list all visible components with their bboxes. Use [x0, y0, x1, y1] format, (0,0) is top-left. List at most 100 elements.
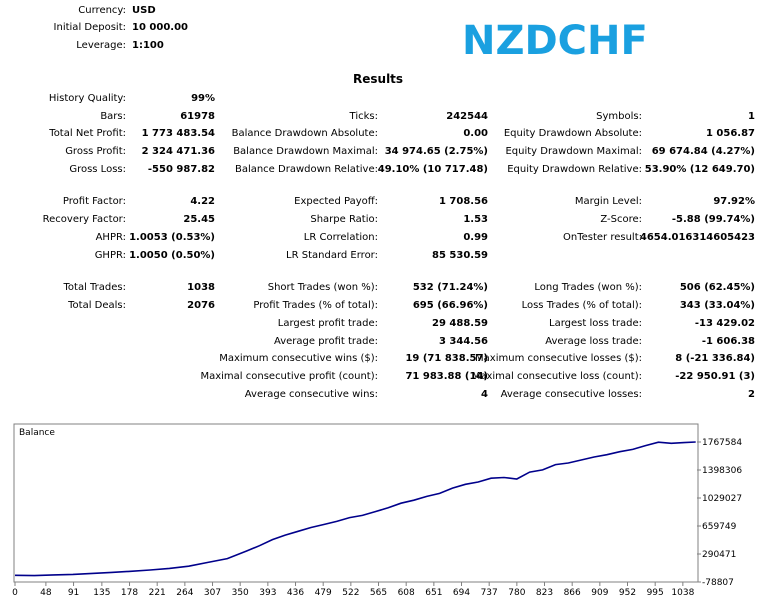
x-tick-label: 479	[315, 588, 332, 598]
symbols-value: 1	[748, 111, 755, 122]
chart-title: Balance	[19, 428, 55, 438]
profit-factor-label: Profit Factor:	[62, 196, 126, 207]
history-quality-label: History Quality:	[48, 93, 126, 104]
x-tick-label: 823	[536, 588, 553, 598]
x-tick-label: 866	[564, 588, 581, 598]
avg-consec-losses-label: Average consecutive losses:	[500, 389, 642, 400]
short-trades-value: 532 (71.24%)	[412, 282, 488, 293]
average-loss-label: Average loss trade:	[545, 336, 642, 347]
balance-dd-abs-value: 0.00	[463, 128, 488, 139]
loss-trades-label: Loss Trades (% of total):	[521, 300, 642, 311]
x-tick-label: 995	[647, 588, 664, 598]
gross-profit-value: 2 324 471.36	[141, 146, 215, 157]
initial-deposit-label: Initial Deposit:	[53, 22, 126, 33]
ticks-value: 242544	[446, 111, 488, 122]
x-tick-label: 565	[370, 588, 387, 598]
average-loss-value: -1 606.38	[701, 336, 755, 347]
avg-consec-losses-value: 2	[748, 389, 755, 400]
maximal-consec-loss-value: -22 950.91 (3)	[675, 371, 755, 382]
x-tick-label: 780	[508, 588, 525, 598]
max-consec-wins-value: 19 (71 838.57)	[405, 353, 488, 364]
profit-factor-value: 4.22	[190, 196, 215, 207]
x-tick-label: 522	[342, 588, 359, 598]
total-deals-label: Total Deals:	[68, 300, 126, 311]
x-tick-label: 307	[204, 588, 221, 598]
x-tick-label: 694	[453, 588, 470, 598]
equity-dd-max-label: Equity Drawdown Maximal:	[505, 146, 642, 157]
currency-value: USD	[132, 5, 156, 16]
x-tick-label: 221	[149, 588, 166, 598]
average-profit-label: Average profit trade:	[273, 336, 378, 347]
x-tick-label: 393	[259, 588, 276, 598]
y-tick-label: 659749	[702, 522, 737, 532]
x-tick-label: 1038	[671, 588, 694, 598]
initial-deposit-value: 10 000.00	[132, 22, 188, 33]
x-tick-label: 48	[40, 588, 52, 598]
balance-dd-abs-label: Balance Drawdown Absolute:	[231, 128, 378, 139]
balance-dd-rel-value: 49.10% (10 717.48)	[377, 164, 488, 175]
y-tick-label: 1767584	[702, 438, 742, 448]
total-net-profit-value: 1 773 483.54	[141, 128, 215, 139]
lr-correlation-label: LR Correlation:	[303, 232, 378, 243]
z-score-value: -5.88 (99.74%)	[671, 214, 755, 225]
x-tick-label: 651	[425, 588, 442, 598]
x-tick-label: 737	[481, 588, 498, 598]
x-tick-label: 135	[93, 588, 110, 598]
balance-chart: Balance 1767584 1398306 1029027 659749 29047…	[12, 423, 742, 598]
currency-label: Currency:	[78, 5, 126, 16]
x-tick-label: 0	[12, 588, 18, 598]
expected-payoff-label: Expected Payoff:	[294, 196, 378, 207]
ontester-label: OnTester result:	[562, 232, 642, 243]
y-tick-label: -78807	[702, 578, 734, 588]
margin-level-label: Margin Level:	[574, 196, 642, 207]
gross-loss-label: Gross Loss:	[69, 164, 126, 175]
ontester-value: 4654.016314605423	[639, 232, 755, 243]
x-tick-label: 91	[68, 588, 79, 598]
balance-series-line	[14, 441, 696, 577]
total-trades-value: 1038	[187, 282, 215, 293]
y-tick-label: 1029027	[702, 494, 742, 504]
x-tick-label: 264	[176, 588, 193, 598]
x-tick-label: 608	[398, 588, 415, 598]
long-trades-value: 506 (62.45%)	[679, 282, 755, 293]
leverage-label: Leverage:	[76, 40, 126, 51]
symbol-title: NZDCHF	[462, 18, 648, 64]
max-consec-losses-label: Maximum consecutive losses ($):	[475, 353, 642, 364]
maximal-consec-profit-label: Maximal consecutive profit (count):	[200, 371, 378, 382]
lr-std-error-value: 85 530.59	[432, 250, 488, 261]
total-trades-label: Total Trades:	[63, 282, 127, 293]
leverage-value: 1:100	[132, 40, 164, 51]
equity-dd-rel-value: 53.90% (12 649.70)	[644, 164, 755, 175]
profit-trades-value: 695 (66.96%)	[412, 300, 488, 311]
largest-loss-label: Largest loss trade:	[549, 318, 642, 329]
x-tick-label: 952	[619, 588, 636, 598]
y-tick-label: 1398306	[702, 466, 742, 476]
balance-dd-max-value: 34 974.65 (2.75%)	[384, 146, 488, 157]
average-profit-value: 3 344.56	[438, 336, 488, 347]
max-consec-wins-label: Maximum consecutive wins ($):	[219, 353, 378, 364]
ghpr-value: 1.0050 (0.50%)	[129, 250, 215, 261]
largest-profit-label: Largest profit trade:	[277, 318, 378, 329]
ghpr-label: GHPR:	[94, 250, 126, 261]
x-tick-label: 178	[121, 588, 138, 598]
equity-dd-abs-value: 1 056.87	[705, 128, 755, 139]
short-trades-label: Short Trades (won %):	[267, 282, 378, 293]
maximal-consec-profit-value: 71 983.88 (14)	[405, 371, 488, 382]
recovery-factor-label: Recovery Factor:	[42, 214, 126, 225]
results-title: Results	[353, 72, 404, 86]
symbols-label: Symbols:	[596, 111, 642, 122]
sharpe-ratio-value: 1.53	[463, 214, 488, 225]
balance-dd-max-label: Balance Drawdown Maximal:	[233, 146, 378, 157]
equity-dd-rel-label: Equity Drawdown Relative:	[507, 164, 642, 175]
equity-dd-max-value: 69 674.84 (4.27%)	[651, 146, 755, 157]
avg-consec-wins-label: Average consecutive wins:	[244, 389, 378, 400]
total-net-profit-label: Total Net Profit:	[49, 128, 126, 139]
maximal-consec-loss-label: Maximal consecutive loss (count):	[471, 371, 642, 382]
margin-level-value: 97.92%	[713, 196, 755, 207]
gross-profit-label: Gross Profit:	[65, 146, 126, 157]
z-score-label: Z-Score:	[600, 214, 642, 225]
x-tick-label: 350	[232, 588, 249, 598]
avg-consec-wins-value: 4	[481, 389, 488, 400]
gross-loss-value: -550 987.82	[147, 164, 215, 175]
long-trades-label: Long Trades (won %):	[534, 282, 642, 293]
